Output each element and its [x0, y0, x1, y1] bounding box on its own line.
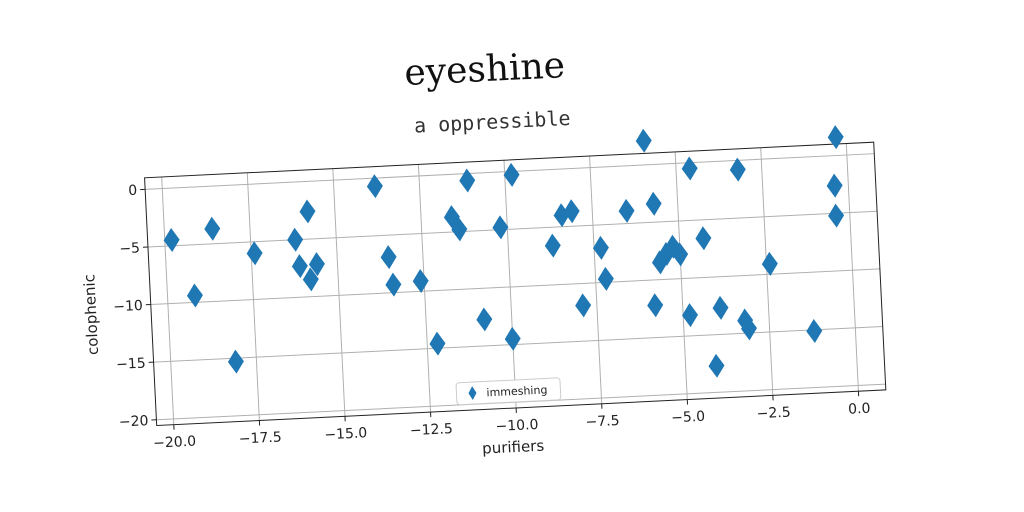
scatter-point [412, 268, 429, 293]
scatter-point [806, 319, 823, 343]
scatter-point [287, 227, 304, 252]
scatter-point [476, 307, 493, 332]
scatter-point [740, 316, 757, 341]
scatter-point [645, 191, 662, 216]
scatter-point [380, 245, 397, 270]
scatter-point [647, 293, 664, 318]
scatter-point [186, 283, 203, 308]
x-tick-label: −2.5 [756, 405, 791, 423]
scatter-point [227, 349, 244, 374]
scatter-point [299, 199, 316, 224]
scatter-point [708, 353, 725, 378]
plot-frame [144, 141, 887, 427]
x-grid-line [332, 168, 346, 417]
y-grid-line [147, 210, 878, 248]
x-grid-line [417, 164, 432, 413]
chart-title: eyeshine [403, 45, 565, 94]
scatter-point [592, 235, 609, 260]
scatter-point [553, 203, 570, 228]
scatter-points [163, 125, 845, 378]
y-tick-label: −20 [119, 413, 149, 430]
scatter-point [492, 215, 509, 240]
x-tick-label: −5.0 [671, 409, 706, 427]
scatter-point [658, 241, 675, 266]
scatter-point [429, 331, 446, 356]
legend-box [455, 377, 562, 406]
x-grid-line [845, 143, 859, 392]
scatter-point [672, 242, 689, 267]
y-axis-label: colophenic [80, 274, 102, 356]
scatter-point [729, 157, 746, 182]
x-grid-line [589, 156, 603, 404]
x-tick-label: −7.5 [585, 413, 620, 431]
y-tick-label: −10 [113, 298, 143, 315]
scatter-point [291, 254, 308, 279]
scatter-point [761, 251, 778, 276]
x-grid-line [674, 151, 688, 400]
x-tick-label: 0.0 [848, 401, 871, 418]
scatter-point [597, 266, 614, 291]
scatter-point [385, 272, 402, 297]
scatter-point [459, 168, 476, 193]
y-tick-label: −15 [116, 356, 146, 373]
y-grid-line [150, 268, 880, 306]
scatter-point [826, 173, 843, 198]
scatter-point [302, 267, 319, 292]
x-tick-label: −12.5 [410, 421, 454, 439]
legend: immeshing [455, 377, 562, 406]
x-grid-line [246, 172, 260, 421]
y-grid-line [153, 326, 883, 363]
x-tick-label: −17.5 [238, 429, 282, 447]
legend-label: immeshing [486, 383, 548, 399]
x-tick-label: −20.0 [153, 434, 197, 452]
scatter-point [682, 303, 698, 328]
scatter-point [451, 217, 468, 242]
scatter-point [246, 241, 263, 266]
scatter-point [204, 216, 221, 241]
legend-marker [468, 386, 477, 401]
y-tick-label: 0 [128, 183, 138, 199]
x-tick-label: −10.0 [495, 417, 539, 435]
x-axis-label: purifiers [482, 437, 545, 458]
scatter-point [366, 174, 383, 199]
chart-subtitle: a oppressible [413, 106, 571, 138]
scatter-point [828, 203, 845, 228]
scatter-point [504, 326, 521, 351]
scatter-point [651, 250, 668, 275]
scatter-point [308, 252, 325, 277]
scatter-point [635, 128, 652, 153]
scatter-point [575, 293, 592, 318]
scatter-point [544, 233, 561, 258]
scatter-point [695, 226, 712, 251]
scatter-point [563, 199, 580, 224]
x-grid-line [760, 147, 774, 396]
y-tick-label: −5 [119, 240, 140, 257]
scatter-point [163, 228, 180, 253]
x-grid-line [503, 160, 517, 408]
scatter-point [503, 162, 520, 187]
scatter-point [712, 295, 729, 320]
x-ticks: −20.0 −17.5 −15.0 −12.5 −10.0 −7.5 −5.0 −2.5 0.0 [153, 391, 871, 452]
scatter-point [827, 125, 844, 150]
x-grid-line [161, 176, 175, 425]
scatter-point [618, 198, 635, 223]
x-tick-label: −15.0 [324, 425, 368, 443]
scatter-point [681, 156, 698, 181]
y-ticks: 0 −5 −10 −15 −20 [113, 183, 157, 431]
